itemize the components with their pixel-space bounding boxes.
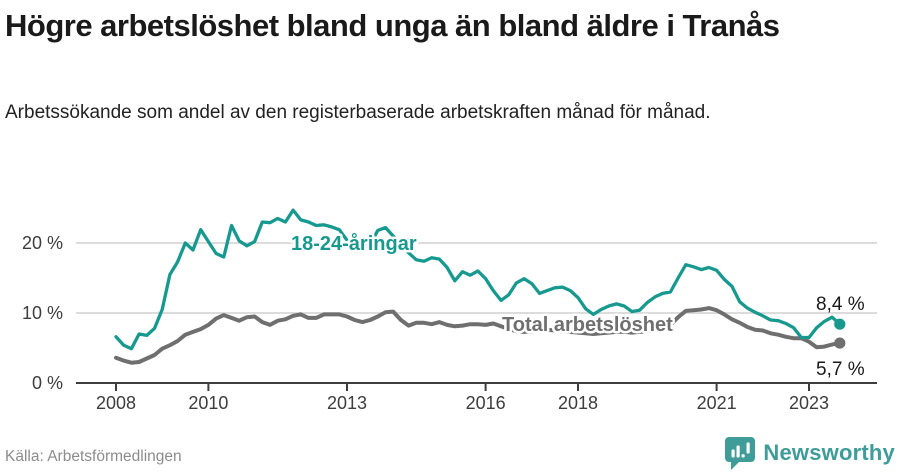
y-axis-tick-label: 20 %: [22, 233, 63, 253]
x-axis-tick-label: 2023: [789, 393, 829, 413]
newsworthy-logo[interactable]: Newsworthy: [724, 436, 895, 470]
newsworthy-bars-icon: [725, 437, 756, 470]
line-chart: 0 % 10 % 20 % 2008 2010 2013 2016 2018 2021 2023 T…: [22, 208, 877, 413]
chart-title: Högre arbetslöshet bland unga än bland ä…: [5, 8, 780, 43]
x-axis-tick-label: 2018: [558, 393, 598, 413]
x-axis-tick-label: 2021: [697, 393, 737, 413]
chart-subtitle: Arbetssökande som andel av den registerb…: [5, 102, 711, 123]
series-inline-label: Total arbetslöshet: [502, 314, 673, 336]
x-axis-tick-label: 2016: [466, 393, 506, 413]
x-axis-tick-label: 2010: [188, 393, 228, 413]
series-inline-label: 18-24-åringar: [291, 232, 417, 255]
y-axis-tick-label: 0 %: [32, 373, 63, 393]
x-axis-tick-label: 2013: [327, 393, 367, 413]
series-line: [114, 306, 842, 365]
chart-footer: Källa: Arbetsförmedlingen Newsworthy: [0, 436, 900, 470]
series-end-value-label: 8,4 %: [816, 294, 865, 315]
series-end-dot: [834, 337, 846, 349]
newsworthy-wordmark: Newsworthy: [763, 440, 895, 465]
series-end-value-label: 5,7 %: [816, 359, 865, 380]
series-line: [114, 208, 842, 351]
x-axis-tick-label: 2008: [96, 393, 136, 413]
series-end-dot: [834, 318, 846, 330]
y-axis-tick-label: 10 %: [22, 303, 63, 323]
source-note: Källa: Arbetsförmedlingen: [5, 448, 182, 465]
